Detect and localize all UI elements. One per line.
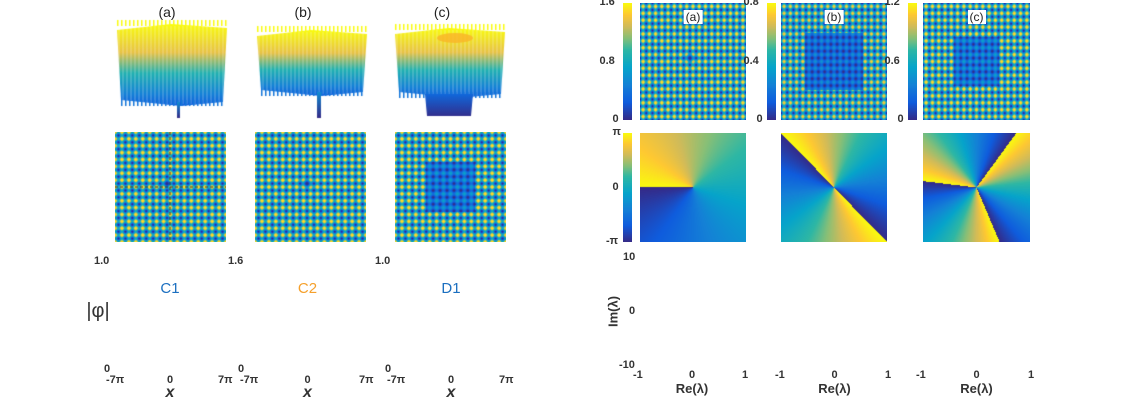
colorbar-tick-label: 1.2 bbox=[884, 0, 900, 8]
y-axis-label: Im(λ) bbox=[605, 295, 621, 327]
x-tick-label: 7π bbox=[499, 374, 514, 386]
colorbar-tick-label: 0 bbox=[897, 113, 904, 125]
density-heatmap bbox=[255, 132, 366, 242]
y-tick-label: 0 bbox=[104, 363, 111, 375]
y-tick-label: -10 bbox=[619, 359, 635, 371]
y-tick-label: 0 bbox=[385, 363, 392, 375]
x-tick-label: -1 bbox=[775, 369, 785, 381]
phase-heatmap bbox=[923, 133, 1030, 242]
y-tick-label: 1.0 bbox=[94, 255, 110, 267]
colorbar-tick-label: 0 bbox=[756, 113, 763, 125]
x-tick-label: 0 bbox=[167, 374, 174, 386]
line-plot bbox=[395, 260, 507, 370]
colorbar-tick-label: 0.6 bbox=[884, 54, 900, 67]
x-tick-label: 1 bbox=[1028, 369, 1035, 381]
colorbar-tick-label: 0.8 bbox=[599, 54, 615, 67]
colorbar-tick-label: 1.6 bbox=[599, 0, 615, 8]
panel-label: (c) bbox=[967, 10, 986, 24]
colorbar-tick-label: 0.8 bbox=[743, 0, 759, 8]
colorbar bbox=[908, 3, 917, 120]
x-tick-label: 1 bbox=[742, 369, 749, 381]
colorbar-tick-label: π bbox=[612, 126, 621, 138]
y-tick-label: 1.6 bbox=[228, 255, 244, 267]
x-tick-label: 1 bbox=[885, 369, 892, 381]
y-tick-label: 1.0 bbox=[375, 255, 391, 267]
x-tick-label: -7π bbox=[387, 374, 406, 386]
colorbar bbox=[767, 3, 776, 120]
x-axis-label: x bbox=[446, 384, 456, 401]
spectrum-scatter-plot bbox=[922, 257, 1031, 366]
x-tick-label: 7π bbox=[359, 374, 374, 386]
surface-plot bbox=[115, 14, 230, 120]
curve-annotation: C1 bbox=[160, 280, 180, 297]
x-axis-label: x bbox=[303, 384, 312, 401]
line-plot bbox=[114, 260, 226, 370]
y-tick-label: 0 bbox=[238, 363, 245, 375]
x-tick-label: -7π bbox=[240, 374, 259, 386]
x-axis-label: Re(λ) bbox=[960, 381, 993, 396]
spectrum-scatter-plot bbox=[639, 257, 745, 366]
x-tick-label: 0 bbox=[689, 369, 696, 381]
density-heatmap bbox=[115, 132, 226, 242]
phase-colorbar bbox=[623, 133, 632, 242]
colorbar-tick-label: 0 bbox=[612, 113, 619, 125]
surface-plot bbox=[393, 14, 508, 120]
x-tick-label: 0 bbox=[831, 369, 838, 381]
x-tick-label: -7π bbox=[106, 374, 125, 386]
line-plot bbox=[248, 260, 367, 370]
x-tick-label: -1 bbox=[916, 369, 926, 381]
colorbar-tick-label: -π bbox=[606, 235, 619, 247]
panel-label: (b) bbox=[824, 10, 844, 24]
x-tick-label: -1 bbox=[633, 369, 643, 381]
phase-heatmap bbox=[640, 133, 746, 242]
colorbar bbox=[623, 3, 632, 120]
x-axis-label: x bbox=[165, 384, 175, 401]
curve-annotation: C2 bbox=[297, 280, 318, 297]
x-tick-label: 0 bbox=[448, 374, 455, 386]
x-tick-label: 0 bbox=[304, 374, 311, 386]
y-tick-label: 10 bbox=[623, 251, 636, 263]
x-axis-label: Re(λ) bbox=[818, 381, 851, 396]
x-axis-label: Re(λ) bbox=[675, 381, 709, 396]
density-heatmap bbox=[395, 132, 506, 242]
curve-annotation: D1 bbox=[441, 280, 461, 297]
colorbar-tick-label: 0.4 bbox=[743, 54, 759, 67]
y-axis-label: |φ| bbox=[86, 300, 110, 322]
panel-label: (a) bbox=[683, 10, 703, 24]
surface-plot bbox=[255, 14, 370, 120]
x-tick-label: 7π bbox=[218, 374, 233, 386]
phase-heatmap bbox=[781, 133, 887, 242]
colorbar-tick-label: 0 bbox=[612, 180, 619, 193]
x-tick-label: 0 bbox=[973, 369, 980, 381]
spectrum-scatter-plot bbox=[781, 257, 888, 366]
y-tick-label: 0 bbox=[629, 304, 636, 317]
